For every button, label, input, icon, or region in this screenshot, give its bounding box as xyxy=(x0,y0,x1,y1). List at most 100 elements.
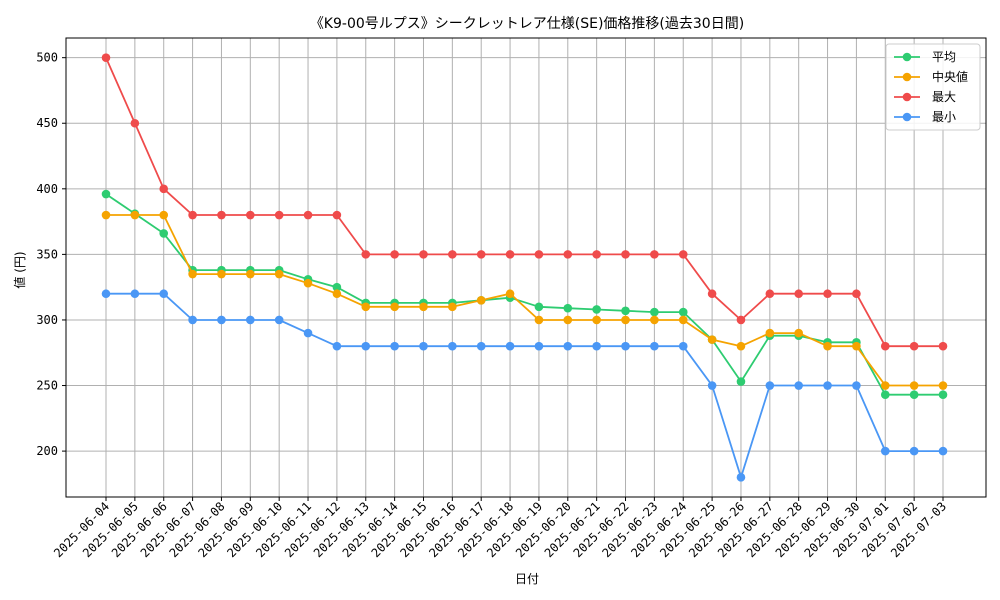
data-point xyxy=(707,289,717,299)
data-point xyxy=(880,341,890,351)
data-point xyxy=(101,189,111,199)
data-point xyxy=(274,315,284,325)
data-point xyxy=(563,303,573,313)
grid-lines xyxy=(66,38,986,497)
data-point xyxy=(159,289,169,299)
data-point xyxy=(332,282,342,292)
data-point xyxy=(621,306,630,316)
plot-frame xyxy=(65,37,987,498)
data-point xyxy=(650,315,659,325)
data-point xyxy=(534,250,544,259)
data-point xyxy=(880,381,890,390)
data-point xyxy=(390,302,399,312)
data-point xyxy=(736,377,746,386)
data-point xyxy=(563,250,573,259)
legend-swatch-marker xyxy=(902,92,912,102)
data-point xyxy=(794,381,803,390)
data-point xyxy=(332,289,342,299)
data-point xyxy=(303,278,313,288)
data-point xyxy=(332,341,342,351)
data-point xyxy=(217,210,226,220)
y-tick-label: 300 xyxy=(36,313,58,327)
series-line xyxy=(105,193,943,396)
data-point xyxy=(130,118,140,128)
data-point xyxy=(246,269,255,279)
data-point xyxy=(448,302,457,312)
y-tick-label: 200 xyxy=(36,444,58,458)
data-point xyxy=(707,381,717,390)
data-point xyxy=(909,390,919,400)
data-point xyxy=(909,381,919,390)
data-point xyxy=(592,305,601,314)
data-point xyxy=(159,184,169,194)
data-point xyxy=(765,328,775,338)
data-point xyxy=(448,250,457,259)
data-point xyxy=(621,315,630,325)
data-point xyxy=(621,341,630,351)
data-point xyxy=(678,315,688,325)
data-point xyxy=(101,53,111,62)
data-point xyxy=(736,341,746,351)
series-layer xyxy=(101,53,948,482)
data-point xyxy=(880,390,890,400)
data-point xyxy=(852,289,861,299)
y-tick-label: 450 xyxy=(36,116,58,130)
data-point xyxy=(476,295,486,305)
data-point xyxy=(274,210,284,220)
data-point xyxy=(419,341,428,351)
data-point xyxy=(505,341,515,351)
data-point xyxy=(476,250,486,259)
data-point xyxy=(361,250,371,259)
data-point xyxy=(765,381,775,390)
data-point xyxy=(794,289,803,299)
data-point xyxy=(217,269,226,279)
data-point xyxy=(765,289,775,299)
data-point xyxy=(419,302,428,312)
data-point xyxy=(246,210,255,220)
data-point xyxy=(563,315,573,325)
data-point xyxy=(246,315,255,325)
data-point xyxy=(938,341,948,351)
y-tick-label: 500 xyxy=(36,51,58,65)
data-point xyxy=(938,381,948,390)
data-point xyxy=(650,250,659,259)
data-point xyxy=(419,250,428,259)
data-point xyxy=(505,250,515,259)
data-point xyxy=(303,210,313,220)
data-point xyxy=(823,341,832,351)
data-point xyxy=(390,250,399,259)
legend-swatch-marker xyxy=(902,112,912,122)
data-point xyxy=(101,210,111,220)
legend-label: 中央値 xyxy=(932,69,968,84)
data-point xyxy=(361,302,371,312)
data-point xyxy=(592,250,601,259)
data-point xyxy=(534,341,544,351)
data-point xyxy=(794,328,803,338)
data-point xyxy=(303,328,313,338)
data-point xyxy=(678,250,688,259)
data-point xyxy=(361,341,371,351)
data-point xyxy=(188,315,197,325)
data-point xyxy=(592,341,601,351)
data-point xyxy=(909,446,919,456)
legend-swatch-marker xyxy=(902,72,912,82)
legend-label: 最大 xyxy=(932,90,956,104)
data-point xyxy=(707,335,717,344)
legend-swatch-marker xyxy=(902,52,912,62)
chart-title: 《K9-00号ルプス》シークレットレア仕様(SE)価格推移(過去30日間) xyxy=(310,16,744,32)
data-point xyxy=(736,315,746,325)
data-point xyxy=(592,315,601,325)
data-point xyxy=(938,446,948,456)
data-point xyxy=(650,307,659,317)
data-point xyxy=(909,341,919,351)
data-point xyxy=(217,315,226,325)
series-line xyxy=(105,57,943,348)
data-point xyxy=(650,341,659,351)
series-line xyxy=(106,292,943,479)
data-point xyxy=(621,250,630,259)
data-point xyxy=(390,341,399,351)
data-point xyxy=(159,210,169,220)
